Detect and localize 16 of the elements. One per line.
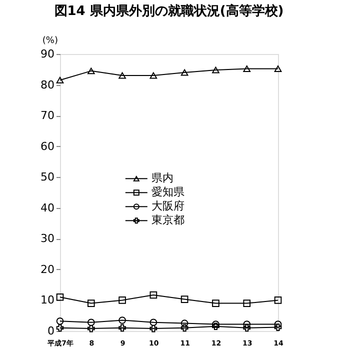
y-tick-label: 20 [40,262,54,276]
y-axis-title: (%) [42,36,58,46]
y-tick-label: 80 [40,78,54,92]
legend-label: 東京都 [151,214,184,227]
y-tick-label: 10 [40,294,54,307]
y-tick-label: 60 [40,140,54,153]
y-tick-label: 90 [40,48,54,60]
legend-label: 県内 [151,172,174,185]
y-tick-label: 0 [48,324,54,338]
y-tick-label: 50 [40,170,54,184]
legend-label: 大阪府 [151,200,184,213]
y-tick-label: 40 [40,201,54,214]
chart-title: 図14 県内県外別の就職状況(高等学校) [54,3,284,19]
y-tick-label: 30 [40,232,54,246]
legend-label: 愛知県 [151,186,184,199]
y-tick-label: 70 [40,109,54,122]
